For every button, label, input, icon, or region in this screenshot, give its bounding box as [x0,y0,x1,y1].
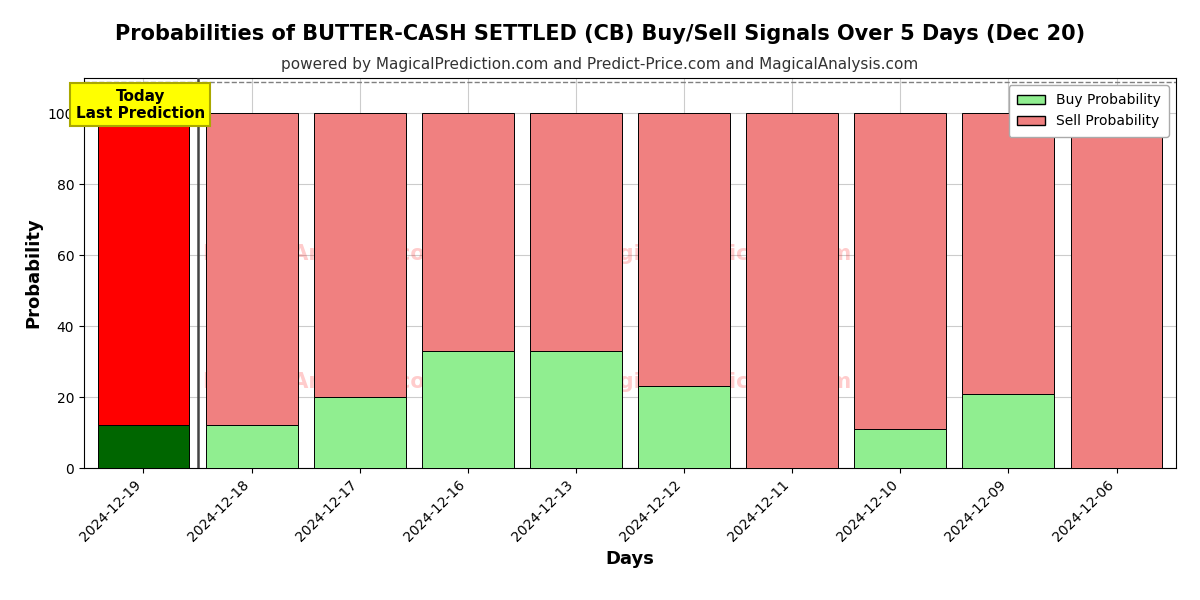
Bar [205,425,298,468]
Text: Probabilities of BUTTER-CASH SETTLED (CB) Buy/Sell Signals Over 5 Days (Dec 20): Probabilities of BUTTER-CASH SETTLED (CB… [115,24,1085,44]
Bar [313,113,406,397]
Y-axis label: Probability: Probability [24,218,42,328]
Text: MagicalAnalysis.com: MagicalAnalysis.com [202,372,446,392]
Bar [854,429,947,468]
Bar [530,351,622,468]
Bar [205,113,298,425]
Text: MagicalPrediction.com: MagicalPrediction.com [583,244,851,263]
Legend: Buy Probability, Sell Probability: Buy Probability, Sell Probability [1009,85,1169,137]
Text: MagicalPrediction.com: MagicalPrediction.com [583,372,851,392]
Bar [638,113,730,386]
Bar [1070,113,1163,468]
Bar [962,394,1055,468]
Bar [97,425,190,468]
Text: Today
Last Prediction: Today Last Prediction [76,89,205,121]
Bar [422,351,514,468]
Text: powered by MagicalPrediction.com and Predict-Price.com and MagicalAnalysis.com: powered by MagicalPrediction.com and Pre… [281,57,919,72]
Bar [746,113,838,468]
X-axis label: Days: Days [606,550,654,568]
Bar [854,113,947,429]
Bar [313,397,406,468]
Bar [97,113,190,425]
Bar [530,113,622,351]
Bar [962,113,1055,394]
Text: MagicalAnalysis.com: MagicalAnalysis.com [202,244,446,263]
Bar [422,113,514,351]
Bar [638,386,730,468]
